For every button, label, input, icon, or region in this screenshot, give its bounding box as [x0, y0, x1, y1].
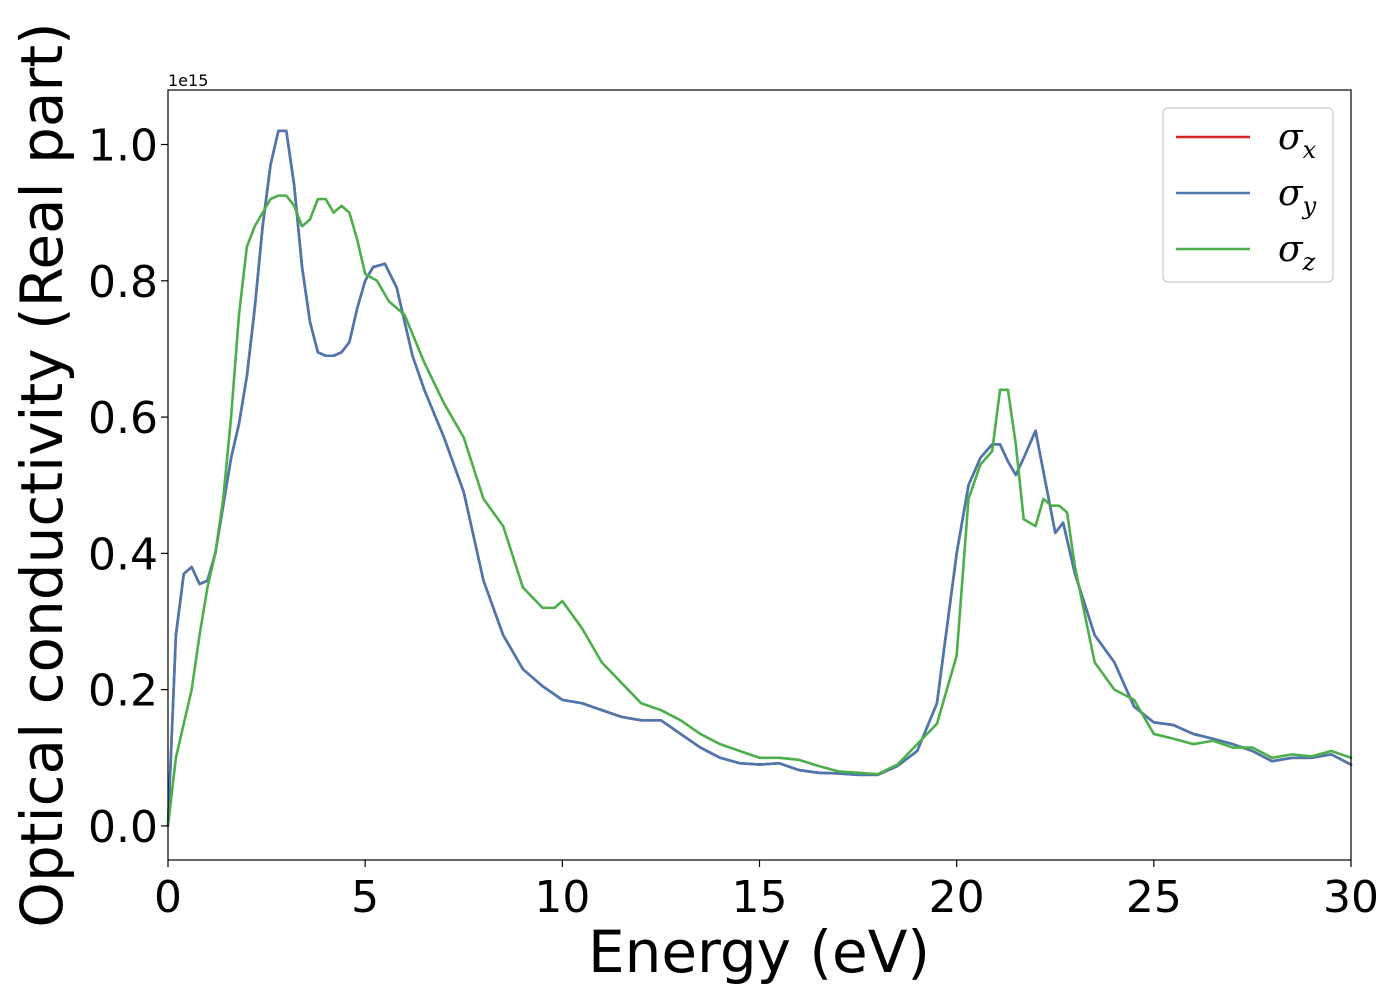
legend-box: [1162, 107, 1334, 283]
x-tick-label: 15: [732, 872, 788, 923]
y-offset-label: 1e15: [168, 71, 208, 90]
x-tick-label: 25: [1126, 872, 1182, 923]
legend-items: σx σy σz: [1176, 117, 1317, 276]
legend-label-y: σy: [1278, 173, 1317, 220]
series-line-y: [166, 129, 1353, 828]
x-tick-label: 5: [351, 872, 379, 923]
y-tick-label: 0.8: [88, 257, 158, 308]
legend-label-z: σz: [1278, 229, 1316, 276]
y-tick-label: 0.4: [88, 529, 158, 580]
y-tick-label: 0.6: [88, 393, 158, 444]
x-axis: 0 5 10 15 20 25 30: [154, 860, 1379, 923]
y-axis: 0.0 0.2 0.4 0.6 0.8 1.0: [88, 121, 168, 853]
y-tick-label: 0.2: [88, 666, 158, 717]
x-tick-label: 30: [1323, 872, 1379, 923]
legend-label-x: σx: [1278, 117, 1317, 164]
y-tick-label: 1.0: [88, 121, 158, 172]
series-layer: [166, 129, 1353, 828]
legend: σx σy σz: [1162, 107, 1334, 283]
x-tick-label: 0: [154, 872, 182, 923]
series-line-z: [166, 194, 1353, 828]
y-axis-label: Optical conductivity (Real part): [8, 22, 76, 927]
x-axis-label: Energy (eV): [588, 918, 930, 986]
x-tick-label: 20: [929, 872, 985, 923]
y-tick-label: 0.0: [88, 802, 158, 853]
x-tick-label: 10: [534, 872, 590, 923]
